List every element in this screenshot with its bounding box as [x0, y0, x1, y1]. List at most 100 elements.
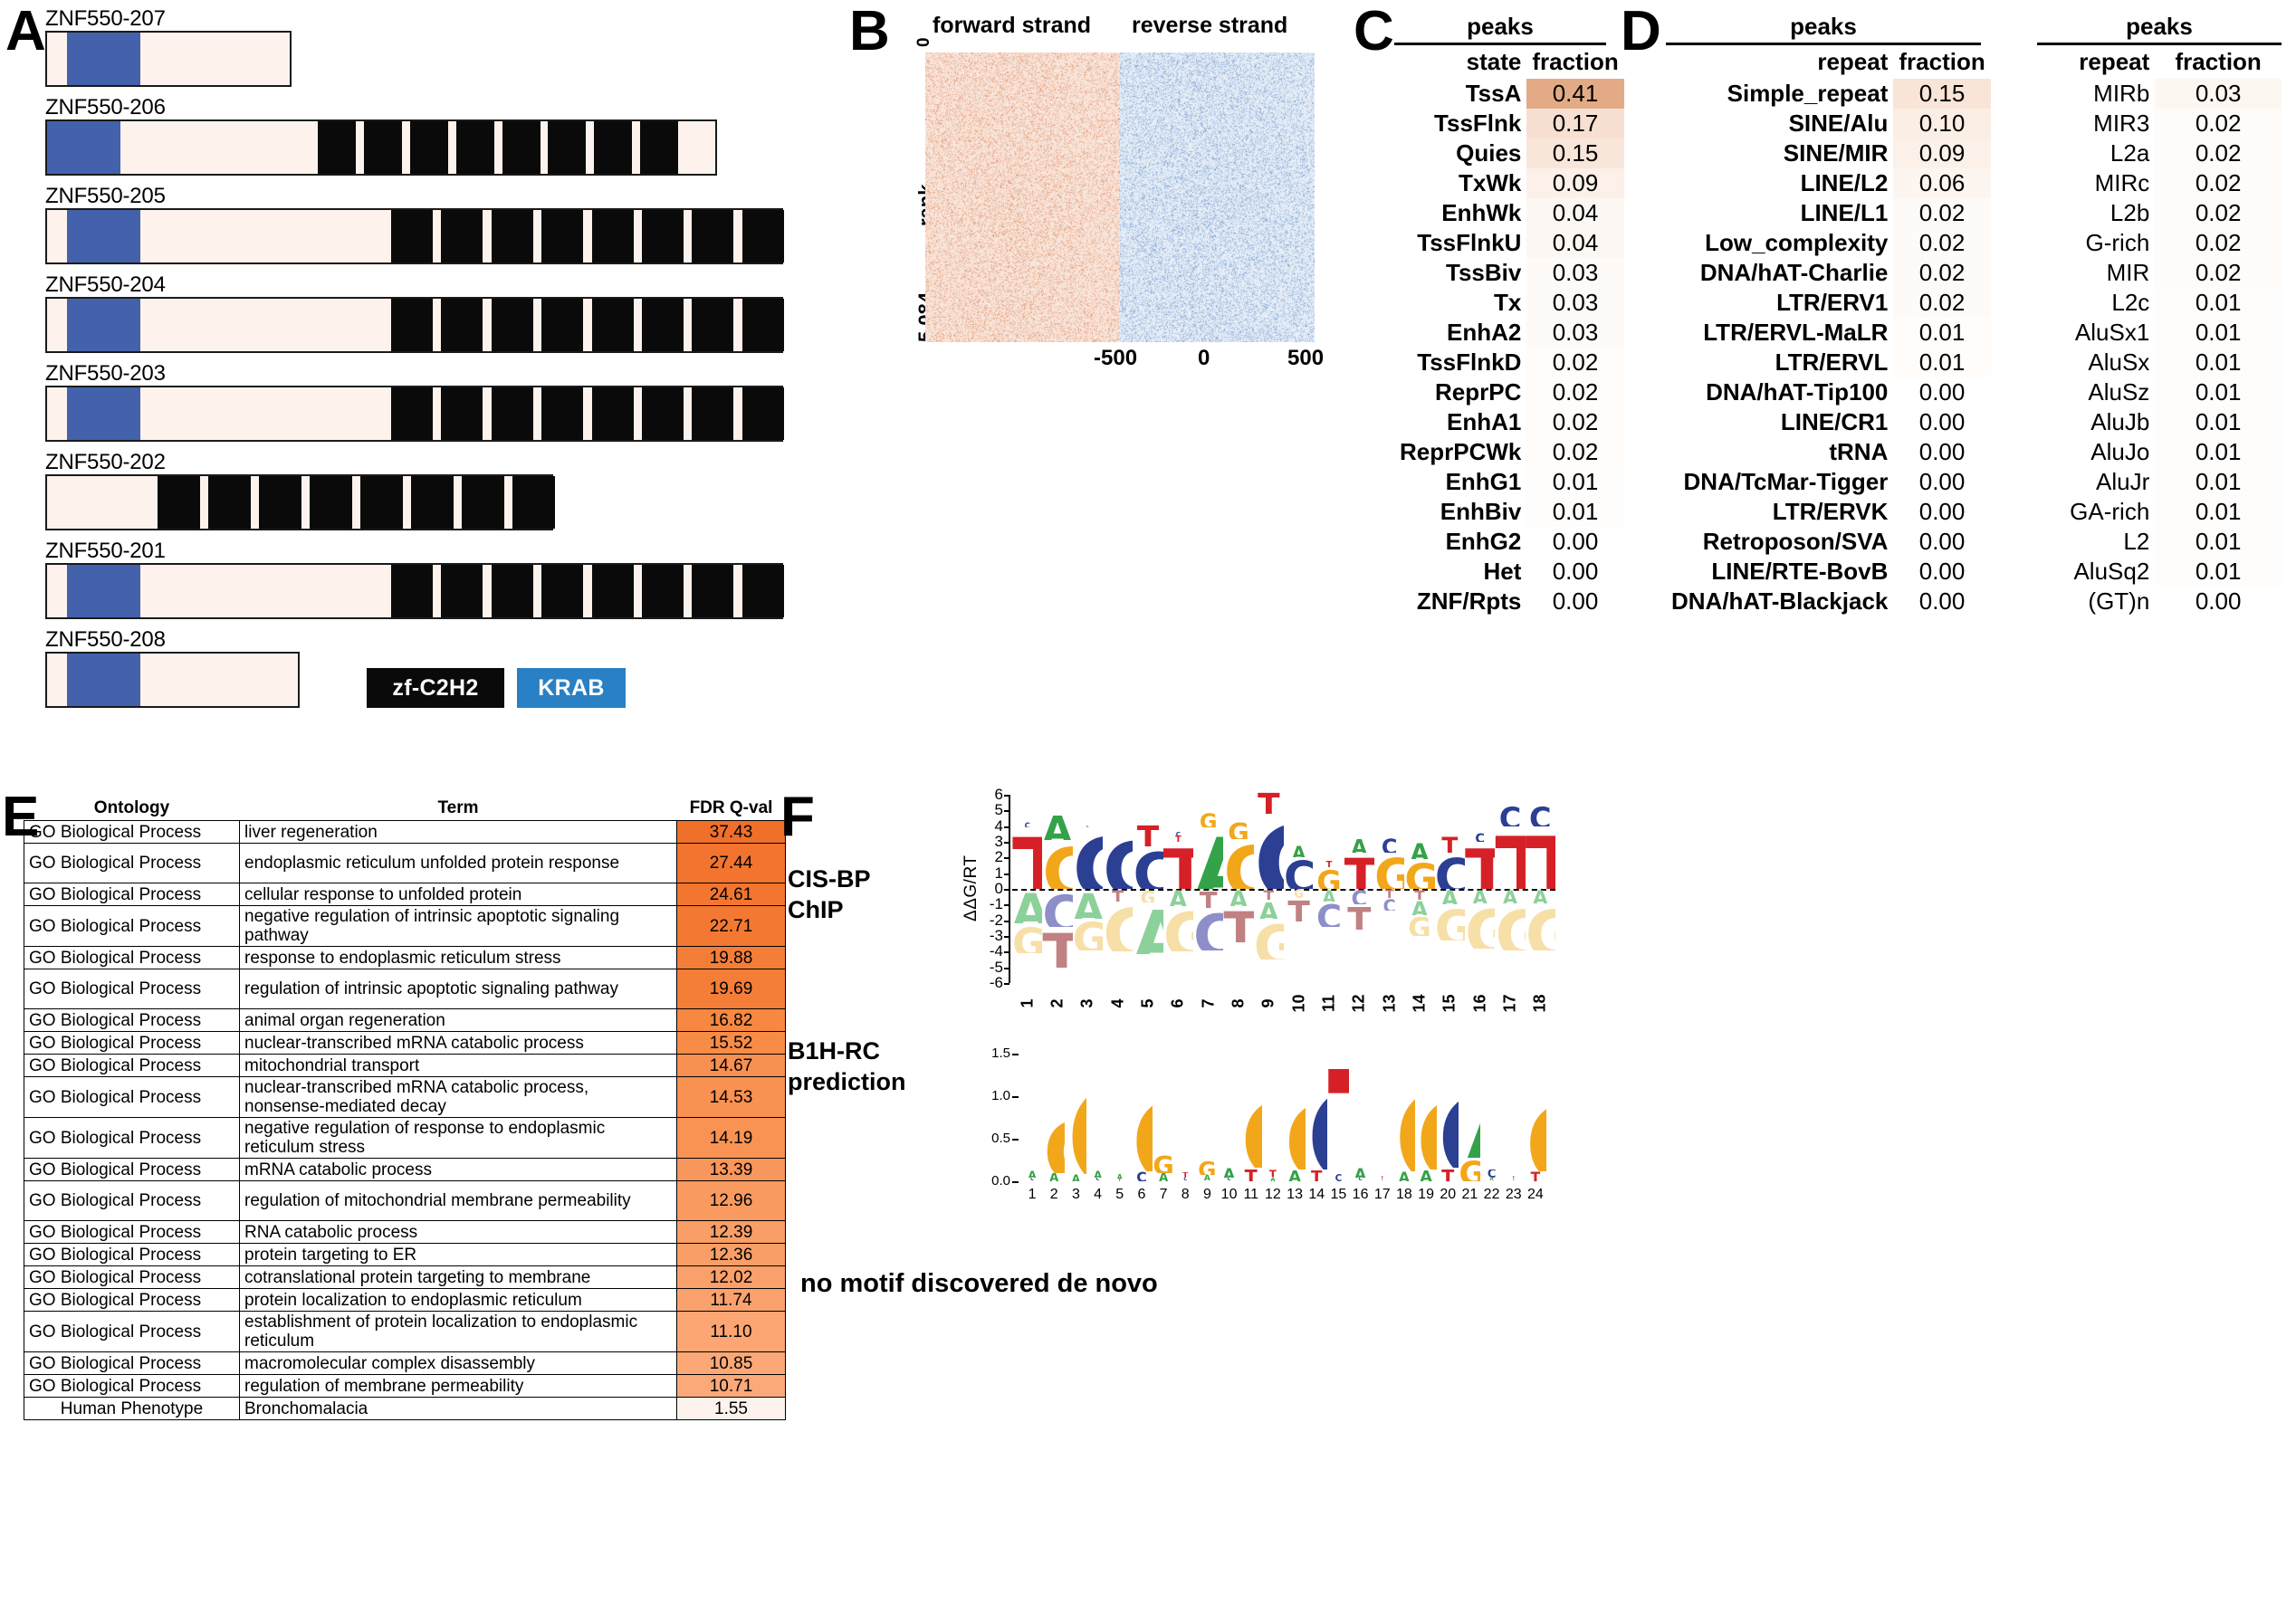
logo-letter-a: A — [1284, 1170, 1306, 1181]
repeat-family-table: peaks repeat fraction Simple_repeat 0.15 SINE… — [1666, 13, 1981, 616]
row-label: EnhA2 — [1394, 318, 1526, 348]
logo-letter-t: T — [1240, 1168, 1262, 1181]
table-title: peaks — [1666, 13, 1981, 45]
panel-c-letter: C — [1354, 4, 1394, 60]
table-row: GO Biological Process establishment of pr… — [24, 1312, 786, 1352]
logo-letter-a: A — [1393, 1171, 1415, 1181]
zf-c2h2-domain — [640, 121, 678, 174]
table-row: tRNA 0.00 — [1666, 437, 1991, 467]
table-row: TssA 0.41 — [1394, 79, 1624, 109]
term-cell: cellular response to unfolded protein — [240, 883, 677, 906]
x-axis-tick: 2 — [1044, 1187, 1064, 1203]
row-label: G-rich — [2037, 228, 2155, 258]
zf-c2h2-domain — [642, 210, 684, 263]
x-axis-tick: 10 — [1220, 1187, 1239, 1203]
isoform-label: ZNF550-206 — [45, 96, 717, 119]
x-axis-tick: 7 — [1199, 994, 1218, 1014]
logo-letter-a: A — [1404, 842, 1434, 859]
table-row: GO Biological Process nuclear-transcribed… — [24, 1077, 786, 1118]
isoform-znf550-202: ZNF550-202 — [45, 451, 553, 530]
logo-letter-g: G — [1223, 839, 1253, 889]
row-label: EnhG1 — [1394, 467, 1526, 497]
row-label: MIRc — [2037, 168, 2155, 198]
x-axis-tick: 10 — [1289, 994, 1308, 1014]
row-label: MIRb — [2037, 79, 2155, 109]
table-row: Tx 0.03 — [1394, 288, 1624, 318]
column-header-term: Term — [240, 797, 677, 821]
logo-letter-t: T — [1042, 927, 1072, 968]
ontology-cell: GO Biological Process — [24, 1244, 240, 1266]
isoform-backbone — [45, 297, 783, 353]
ontology-cell: Human Phenotype — [24, 1398, 240, 1420]
logo-letter-t: T — [1503, 1176, 1525, 1179]
table-row: Het 0.00 — [1394, 557, 1624, 587]
isoform-label: ZNF550-202 — [45, 451, 553, 474]
logo-letter-g: G — [1073, 919, 1103, 950]
fdr-qval-cell: 14.67 — [677, 1055, 786, 1077]
logo-letter-c: C — [1344, 889, 1374, 904]
logo-letter-a: A — [1415, 1170, 1437, 1181]
x-axis-tick: 11 — [1241, 1187, 1261, 1203]
zf-c2h2-domain — [592, 565, 634, 617]
zf-c2h2-domain — [441, 210, 483, 263]
row-value: 0.01 — [2155, 318, 2282, 348]
table-row: GO Biological Process mitochondrial trans… — [24, 1055, 786, 1077]
zf-c2h2-domain — [692, 299, 733, 351]
logo-letter-g: G — [1284, 1091, 1306, 1169]
table-row: GO Biological Process liver regeneration 3… — [24, 821, 786, 844]
zf-c2h2-domain — [441, 565, 483, 617]
table-row: AluSx 0.01 — [2037, 348, 2282, 377]
table-row: Retroposon/SVA 0.00 — [1666, 527, 1991, 557]
fdr-qval-cell: 12.39 — [677, 1221, 786, 1244]
row-label: DNA/hAT-Charlie — [1666, 258, 1893, 288]
fdr-qval-cell: 37.43 — [677, 821, 786, 844]
krab-domain — [67, 565, 140, 617]
isoform-label: ZNF550-203 — [45, 362, 783, 386]
logo-letter-t: T — [1526, 826, 1555, 889]
row-value: 0.04 — [1526, 228, 1623, 258]
krab-domain — [67, 33, 140, 85]
y-axis-tickmark — [1012, 1181, 1019, 1183]
y-axis-tick: 1.5 — [974, 1045, 1010, 1061]
row-value: 0.02 — [2155, 228, 2282, 258]
x-axis-tick: 6 — [1132, 1187, 1152, 1203]
zf-c2h2-domain — [259, 476, 301, 529]
logo-letter-t: T — [1193, 889, 1223, 908]
logo-letter-g: G — [1223, 820, 1253, 839]
row-label: L2 — [2037, 527, 2155, 557]
heatmap-x-tick-center: 0 — [1198, 346, 1210, 371]
logo-letter-g: G — [1374, 853, 1404, 889]
cis-bp-chip-logo: 6543210-1-2-3-4-5-6ΔΔG/RTTCAG1GACT2CCAG3… — [956, 789, 1590, 1016]
zf-c2h2-domain — [364, 121, 402, 174]
table-row: LINE/L1 0.02 — [1666, 198, 1991, 228]
x-axis-tick: 14 — [1411, 994, 1430, 1014]
row-value: 0.01 — [2155, 348, 2282, 377]
cis-bp-chip-label: CIS-BP ChIP — [788, 864, 871, 925]
logo-letter-a: A — [1133, 902, 1162, 954]
row-label: ZNF/Rpts — [1394, 587, 1526, 616]
row-label: AluSx — [2037, 348, 2155, 377]
table-row: GO Biological Process endoplasmic reticul… — [24, 844, 786, 883]
table-row: GA-rich 0.01 — [2037, 497, 2282, 527]
table-row: GO Biological Process animal organ regene… — [24, 1009, 786, 1032]
row-value: 0.02 — [1526, 348, 1623, 377]
row-label: LINE/L1 — [1666, 198, 1893, 228]
fdr-qval-cell: 14.53 — [677, 1077, 786, 1118]
zf-c2h2-domain — [642, 299, 684, 351]
row-label: Simple_repeat — [1666, 79, 1893, 109]
fdr-qval-cell: 14.19 — [677, 1118, 786, 1159]
legend-item-krab: KRAB — [517, 668, 626, 708]
row-label: LINE/L2 — [1666, 168, 1893, 198]
zf-c2h2-domain — [310, 476, 352, 529]
row-value: 0.01 — [2155, 407, 2282, 437]
logo-letter-c: C — [1350, 1178, 1372, 1181]
logo-letter-c: C — [1435, 853, 1465, 889]
heatmap-canvas — [925, 53, 1315, 342]
logo-letter-c: C — [1503, 1179, 1525, 1181]
logo-letter-t: T — [1525, 1171, 1546, 1181]
fdr-qval-cell: 11.10 — [677, 1312, 786, 1352]
zf-c2h2-domain — [502, 121, 541, 174]
isoform-znf550-201: ZNF550-201 — [45, 539, 783, 619]
zf-c2h2-domain — [492, 299, 533, 351]
logo-letter-a: A — [1284, 845, 1314, 857]
